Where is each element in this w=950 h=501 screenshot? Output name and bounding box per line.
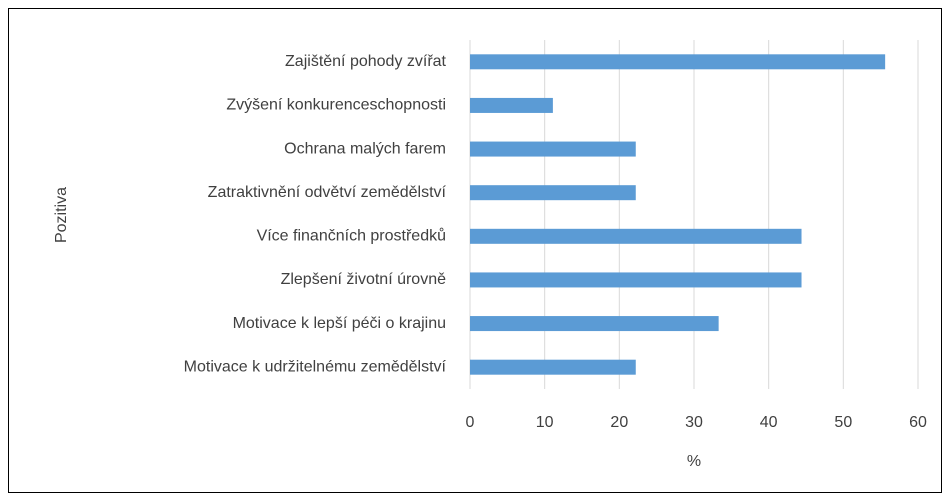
- y-axis-title: Pozitiva: [53, 187, 70, 243]
- x-tick-label: 0: [466, 414, 475, 431]
- x-tick-label: 10: [536, 414, 554, 431]
- y-tick-label: Zlepšení životní úrovně: [281, 271, 447, 288]
- bar: [470, 97, 553, 113]
- x-tick-label: 20: [610, 414, 628, 431]
- bar: [470, 54, 886, 70]
- y-tick-label: Více finančních prostředků: [257, 227, 446, 245]
- x-tick-label: 30: [685, 414, 703, 431]
- bar: [470, 272, 802, 288]
- bar: [470, 185, 636, 201]
- y-tick-label: Zvýšení konkurenceschopnosti: [226, 97, 446, 114]
- x-axis-title: %: [687, 453, 701, 470]
- bar: [470, 228, 802, 244]
- y-tick-label: Motivace k udržitelnému zemědělství: [184, 358, 447, 375]
- x-tick-label: 50: [834, 414, 852, 431]
- y-tick-label: Zatraktivnění odvětví zemědělství: [208, 184, 447, 201]
- x-tick-label: 60: [909, 414, 927, 431]
- bar: [470, 316, 719, 332]
- y-tick-label: Motivace k lepší péči o krajinu: [233, 315, 446, 332]
- y-tick-label: Ochrana malých farem: [284, 140, 446, 157]
- y-tick-label: Zajištění pohody zvířat: [285, 53, 447, 70]
- x-tick-label: 40: [760, 414, 778, 431]
- bar: [470, 359, 636, 375]
- chart-frame: [8, 8, 942, 493]
- bar: [470, 141, 636, 157]
